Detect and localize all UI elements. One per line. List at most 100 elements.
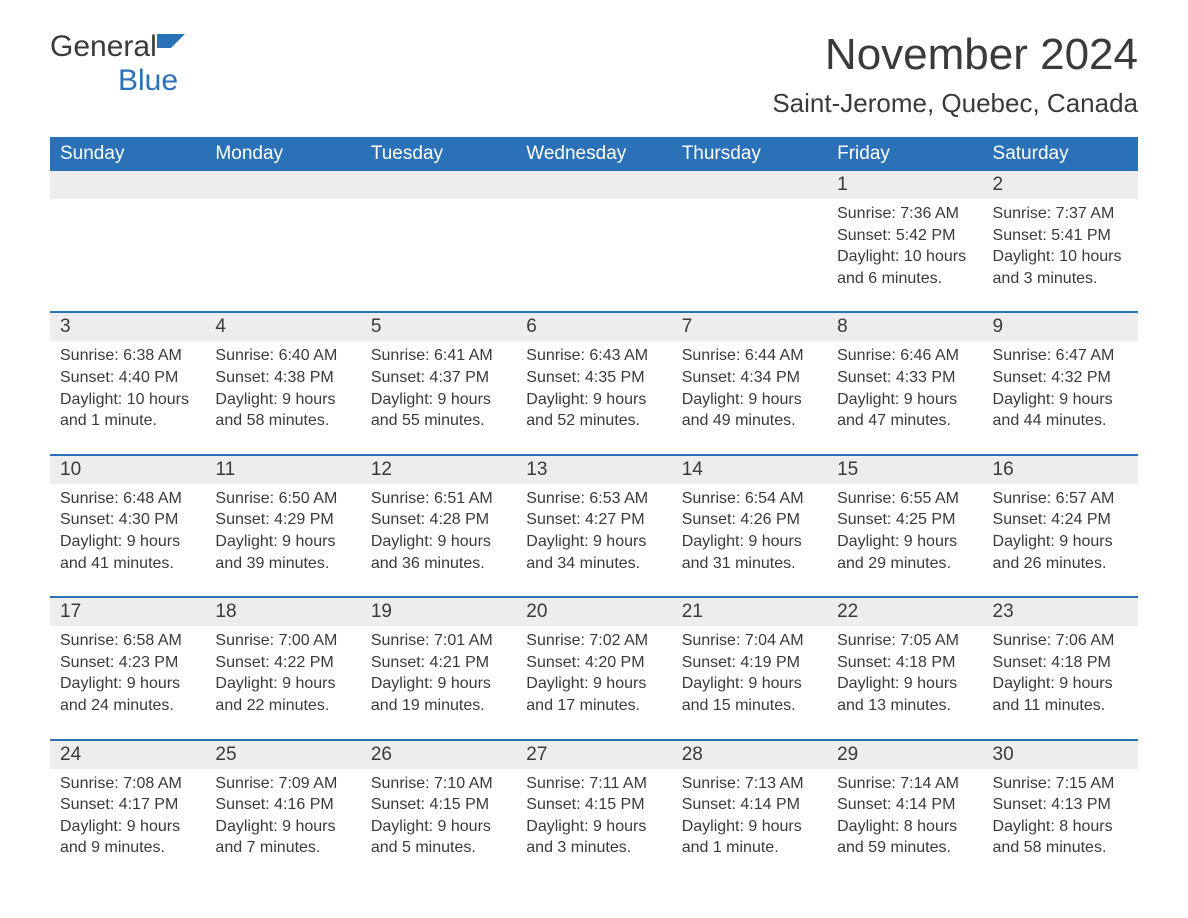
day-content: Sunrise: 7:00 AMSunset: 4:22 PMDaylight:…: [205, 626, 360, 738]
day-content: Sunrise: 7:37 AMSunset: 5:41 PMDaylight:…: [983, 199, 1138, 311]
calendar-table: Sunday Monday Tuesday Wednesday Thursday…: [50, 137, 1138, 881]
day-number: 14: [672, 456, 827, 484]
daylight-text: Daylight: 8 hours and 59 minutes.: [837, 816, 972, 859]
day-number: 11: [205, 456, 360, 484]
day-content: Sunrise: 7:36 AMSunset: 5:42 PMDaylight:…: [827, 199, 982, 311]
sunset-text: Sunset: 4:14 PM: [837, 794, 972, 816]
day-number: 7: [672, 313, 827, 341]
calendar-cell: 22Sunrise: 7:05 AMSunset: 4:18 PMDayligh…: [827, 597, 982, 739]
sunset-text: Sunset: 4:29 PM: [215, 509, 350, 531]
sunrise-text: Sunrise: 7:00 AM: [215, 630, 350, 652]
day-number: 10: [50, 456, 205, 484]
sunrise-text: Sunrise: 6:58 AM: [60, 630, 195, 652]
sunrise-text: Sunrise: 7:09 AM: [215, 773, 350, 795]
calendar-cell: 5Sunrise: 6:41 AMSunset: 4:37 PMDaylight…: [361, 312, 516, 454]
daylight-text: Daylight: 9 hours and 24 minutes.: [60, 673, 195, 716]
daylight-text: Daylight: 10 hours and 3 minutes.: [993, 246, 1128, 289]
day-number: 4: [205, 313, 360, 341]
sunset-text: Sunset: 4:16 PM: [215, 794, 350, 816]
calendar-week-row: 17Sunrise: 6:58 AMSunset: 4:23 PMDayligh…: [50, 597, 1138, 739]
day-content: Sunrise: 6:54 AMSunset: 4:26 PMDaylight:…: [672, 484, 827, 596]
day-number: 1: [827, 171, 982, 199]
logo-word-2: Blue: [118, 64, 178, 97]
calendar-cell: 23Sunrise: 7:06 AMSunset: 4:18 PMDayligh…: [983, 597, 1138, 739]
sunrise-text: Sunrise: 6:47 AM: [993, 345, 1128, 367]
sunset-text: Sunset: 4:21 PM: [371, 652, 506, 674]
sunrise-text: Sunrise: 7:13 AM: [682, 773, 817, 795]
sunrise-text: Sunrise: 7:04 AM: [682, 630, 817, 652]
day-number: 30: [983, 741, 1138, 769]
calendar-cell: [516, 171, 671, 312]
sunrise-text: Sunrise: 6:43 AM: [526, 345, 661, 367]
day-content: Sunrise: 6:40 AMSunset: 4:38 PMDaylight:…: [205, 341, 360, 453]
sunrise-text: Sunrise: 6:54 AM: [682, 488, 817, 510]
daylight-text: Daylight: 9 hours and 7 minutes.: [215, 816, 350, 859]
sunset-text: Sunset: 4:20 PM: [526, 652, 661, 674]
sunset-text: Sunset: 5:41 PM: [993, 225, 1128, 247]
sunset-text: Sunset: 4:30 PM: [60, 509, 195, 531]
calendar-cell: 1Sunrise: 7:36 AMSunset: 5:42 PMDaylight…: [827, 171, 982, 312]
col-thursday: Thursday: [672, 137, 827, 171]
day-content: Sunrise: 6:43 AMSunset: 4:35 PMDaylight:…: [516, 341, 671, 453]
calendar-cell: 29Sunrise: 7:14 AMSunset: 4:14 PMDayligh…: [827, 740, 982, 881]
sunset-text: Sunset: 4:23 PM: [60, 652, 195, 674]
calendar-cell: 19Sunrise: 7:01 AMSunset: 4:21 PMDayligh…: [361, 597, 516, 739]
sunset-text: Sunset: 4:17 PM: [60, 794, 195, 816]
day-content: Sunrise: 7:08 AMSunset: 4:17 PMDaylight:…: [50, 769, 205, 881]
daylight-text: Daylight: 9 hours and 44 minutes.: [993, 389, 1128, 432]
day-number: 21: [672, 598, 827, 626]
sunset-text: Sunset: 4:24 PM: [993, 509, 1128, 531]
sunrise-text: Sunrise: 6:55 AM: [837, 488, 972, 510]
col-friday: Friday: [827, 137, 982, 171]
calendar-body: 1Sunrise: 7:36 AMSunset: 5:42 PMDaylight…: [50, 171, 1138, 881]
col-tuesday: Tuesday: [361, 137, 516, 171]
sunrise-text: Sunrise: 7:08 AM: [60, 773, 195, 795]
title-block: November 2024 Saint-Jerome, Quebec, Cana…: [772, 30, 1138, 119]
calendar-week-row: 1Sunrise: 7:36 AMSunset: 5:42 PMDaylight…: [50, 171, 1138, 312]
calendar-cell: 21Sunrise: 7:04 AMSunset: 4:19 PMDayligh…: [672, 597, 827, 739]
sunrise-text: Sunrise: 6:48 AM: [60, 488, 195, 510]
sunset-text: Sunset: 4:33 PM: [837, 367, 972, 389]
sunrise-text: Sunrise: 7:14 AM: [837, 773, 972, 795]
day-number: 12: [361, 456, 516, 484]
sunrise-text: Sunrise: 6:38 AM: [60, 345, 195, 367]
logo-flag-icon: [157, 34, 189, 61]
day-content: Sunrise: 7:13 AMSunset: 4:14 PMDaylight:…: [672, 769, 827, 881]
calendar-cell: [50, 171, 205, 312]
sunrise-text: Sunrise: 6:51 AM: [371, 488, 506, 510]
sunrise-text: Sunrise: 7:36 AM: [837, 203, 972, 225]
daylight-text: Daylight: 9 hours and 36 minutes.: [371, 531, 506, 574]
sunset-text: Sunset: 4:22 PM: [215, 652, 350, 674]
day-content-empty: [516, 199, 671, 279]
daylight-text: Daylight: 9 hours and 22 minutes.: [215, 673, 350, 716]
day-number-empty: [205, 171, 360, 199]
header: General Blue November 2024 Saint-Jerome,…: [50, 30, 1138, 119]
calendar-week-row: 10 Sunrise: 6:48 AMSunset: 4:30 PM Dayligh…: [50, 455, 1138, 597]
day-number: 3: [50, 313, 205, 341]
sunrise-text: Sunrise: 6:40 AM: [215, 345, 350, 367]
day-content: Sunrise: 6:46 AMSunset: 4:33 PMDaylight:…: [827, 341, 982, 453]
daylight-text: Daylight: 9 hours and 9 minutes.: [60, 816, 195, 859]
logo-text-general: General Blue: [50, 30, 189, 98]
calendar-cell: 25 Sunrise: 7:09 AMSunset: 4:16 PMDayligh…: [205, 740, 360, 881]
day-number: 25: [205, 741, 360, 769]
sunrise-text: Sunrise: 7:15 AM: [993, 773, 1128, 795]
sunset-text: Sunset: 4:27 PM: [526, 509, 661, 531]
calendar-cell: 2Sunrise: 7:37 AMSunset: 5:41 PMDaylight…: [983, 171, 1138, 312]
day-number: 15: [827, 456, 982, 484]
calendar-cell: 18Sunrise: 7:00 AMSunset: 4:22 PMDayligh…: [205, 597, 360, 739]
day-content: Sunrise: 7:01 AMSunset: 4:21 PMDaylight:…: [361, 626, 516, 738]
sunset-text: Sunset: 4:40 PM: [60, 367, 195, 389]
col-sunday: Sunday: [50, 137, 205, 171]
sunset-text: Sunset: 4:19 PM: [682, 652, 817, 674]
day-number-empty: [516, 171, 671, 199]
daylight-text: Daylight: 9 hours and 3 minutes.: [526, 816, 661, 859]
calendar-cell: 11Sunrise: 6:50 AMSunset: 4:29 PMDayligh…: [205, 455, 360, 597]
calendar-cell: 13Sunrise: 6:53 AMSunset: 4:27 PMDayligh…: [516, 455, 671, 597]
day-content: Sunrise: 6:38 AMSunset: 4:40 PMDaylight:…: [50, 341, 205, 453]
daylight-text: Daylight: 9 hours and 1 minute.: [682, 816, 817, 859]
day-number: 6: [516, 313, 671, 341]
day-number: 20: [516, 598, 671, 626]
calendar-cell: 10Sunrise: 6:48 AMSunset: 4:30 PMDayligh…: [50, 455, 205, 597]
daylight-text: Daylight: 10 hours and 6 minutes.: [837, 246, 972, 289]
